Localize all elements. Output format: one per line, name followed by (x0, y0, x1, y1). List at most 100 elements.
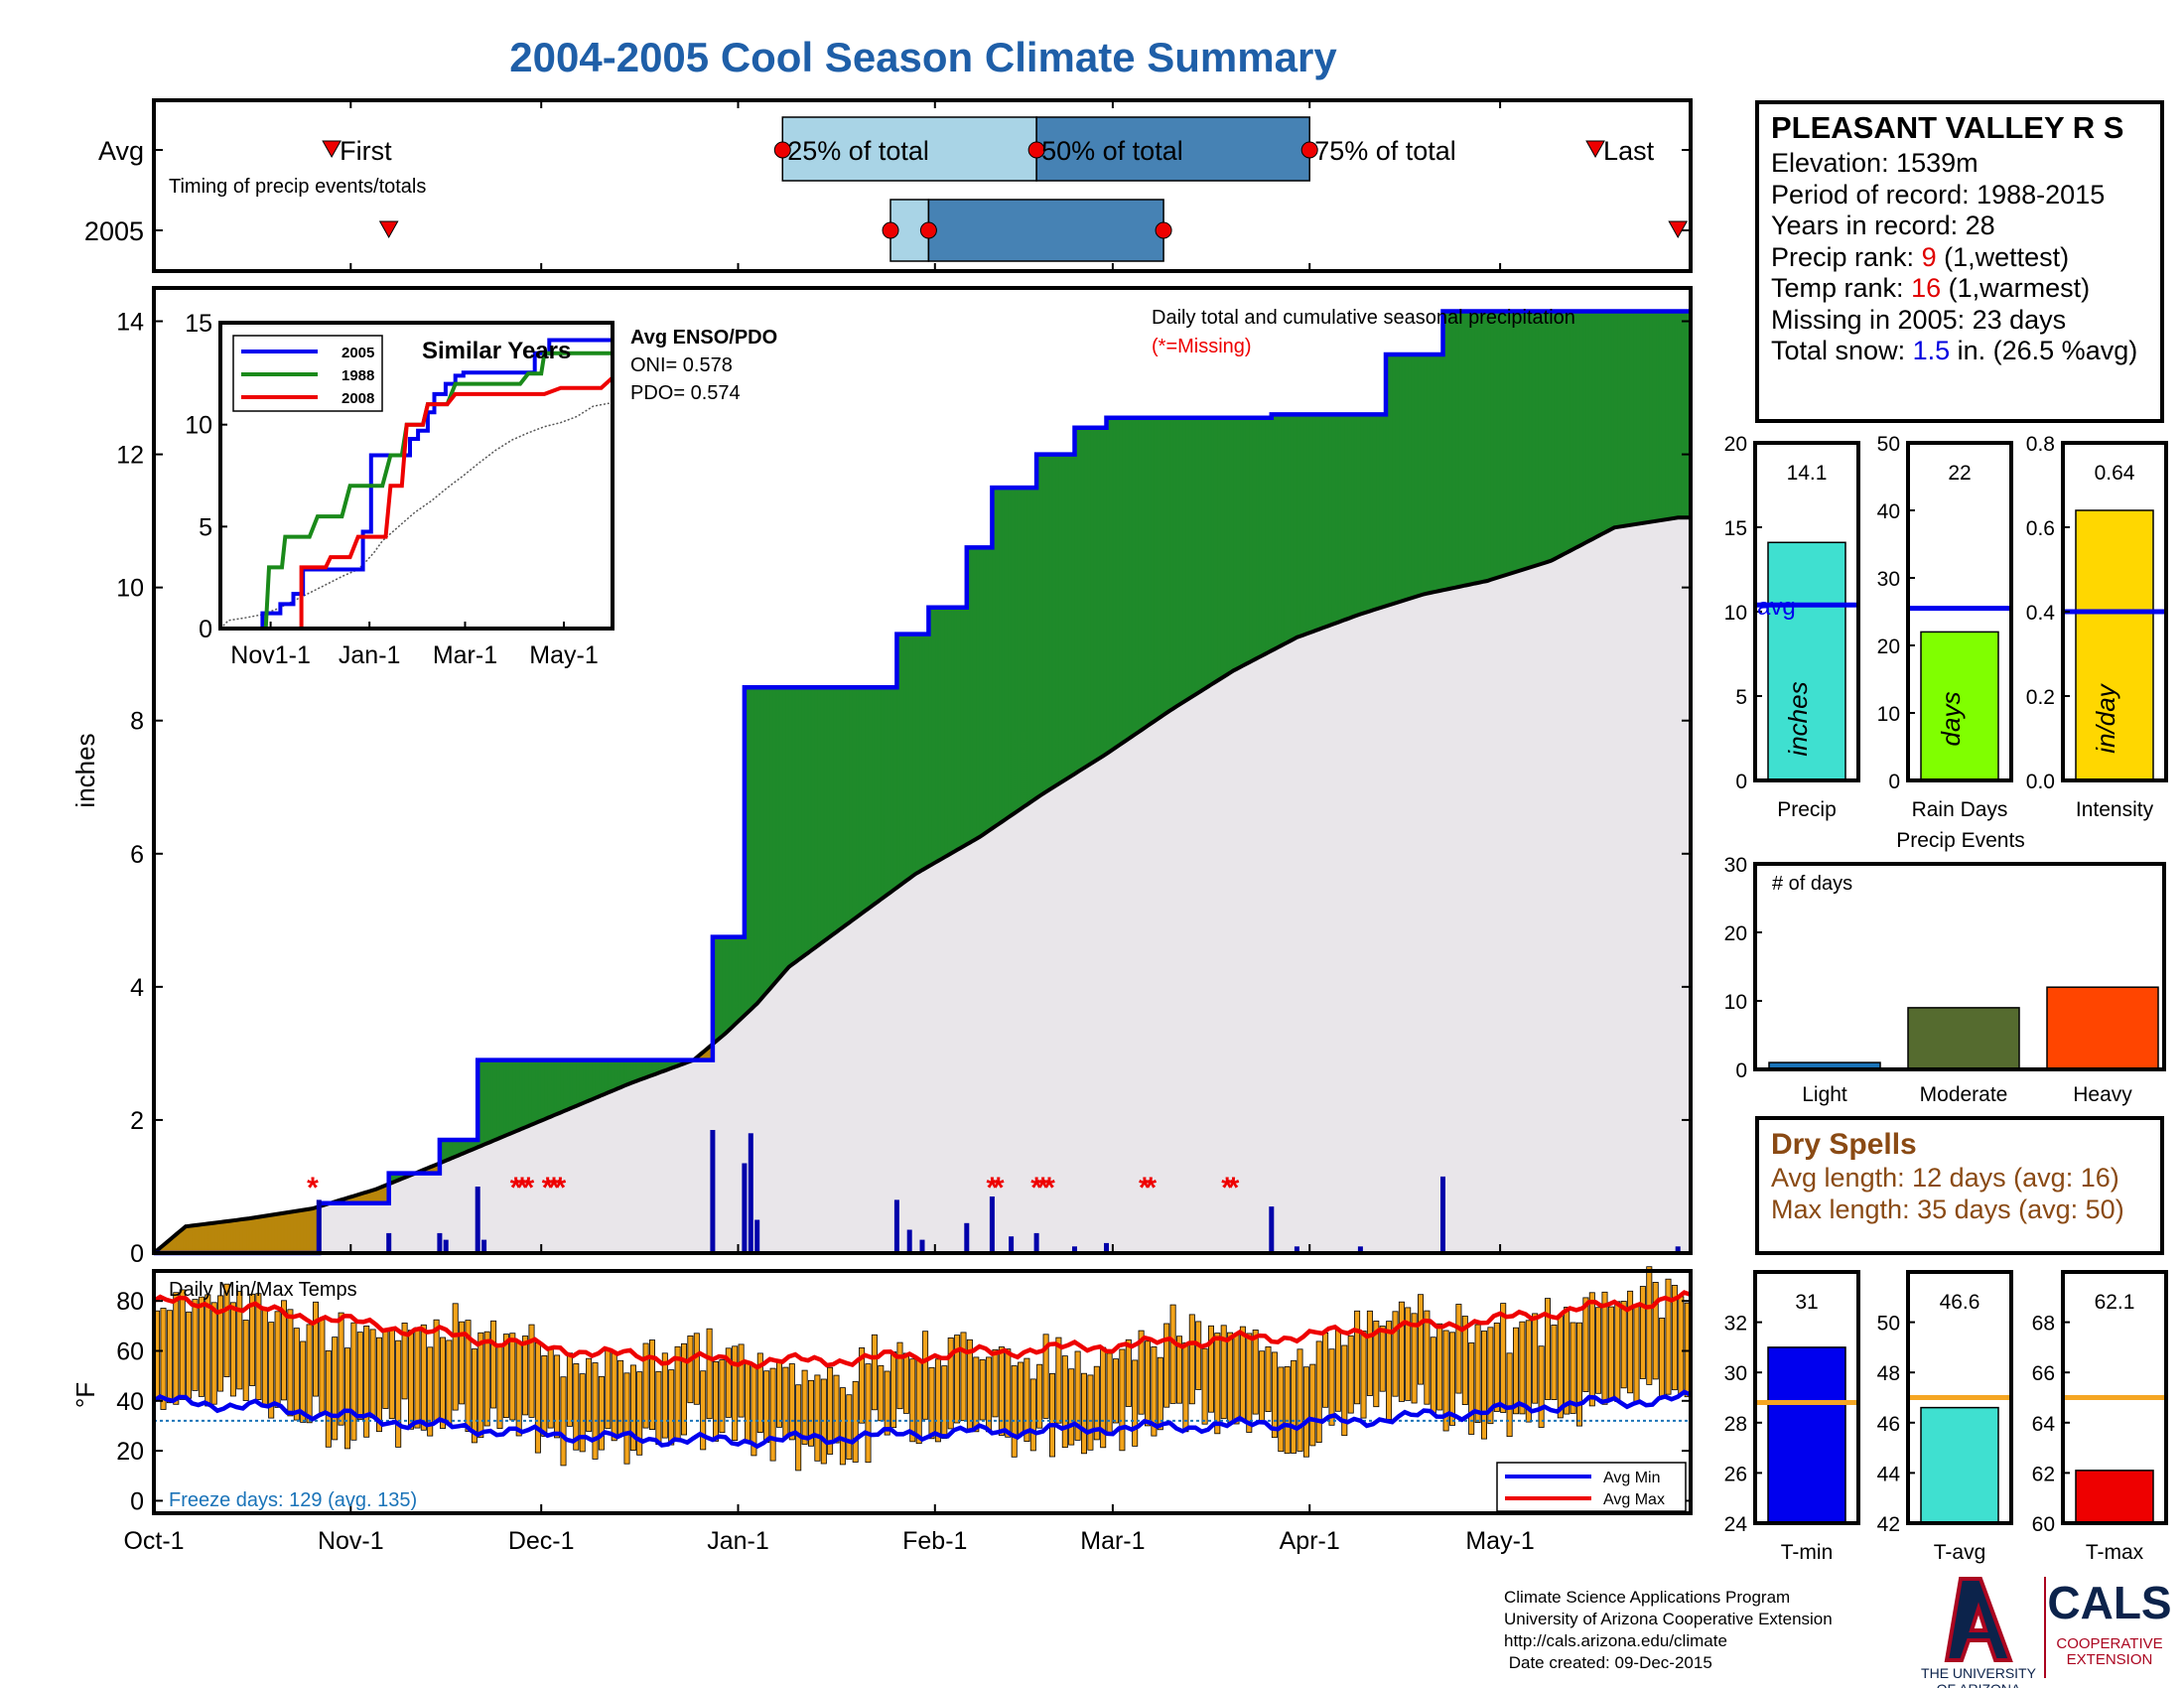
daily-temp-bar (1449, 1332, 1456, 1426)
daily-temp-bar (763, 1370, 770, 1444)
daily-temp-bar (1506, 1352, 1513, 1438)
small-y-tick-label: 15 (1724, 517, 1747, 540)
daily-temp-bar (261, 1307, 268, 1408)
avg-max-line (152, 1290, 1692, 1370)
temp-legend (1496, 1462, 1687, 1512)
daily-temp-bar (776, 1359, 783, 1428)
daily-temp-bar (592, 1362, 599, 1460)
y-tick-label: 4 (130, 974, 144, 1002)
daily-temp-bar (1455, 1304, 1462, 1394)
daily-precip-bar (1294, 1246, 1299, 1253)
daily-temp-bar (401, 1323, 408, 1400)
small-y-tick-label: 20 (1724, 433, 1747, 456)
daily-temp-bar (414, 1327, 421, 1429)
daily-temp-bar (1493, 1323, 1500, 1412)
daily-temp-bar (496, 1344, 503, 1429)
daily-temp-bar (1652, 1282, 1659, 1380)
daily-temp-bar (325, 1350, 332, 1448)
summary-category-label: Precip (1777, 798, 1837, 821)
daily-temp-bar (1309, 1363, 1316, 1447)
station-detail-line: Missing in 2005: 23 days (1771, 304, 2067, 335)
enso-oni: ONI= 0.578 (630, 354, 733, 376)
small-panel-frame (2061, 1270, 2168, 1525)
small-y-tick-label: 48 (1877, 1362, 1900, 1385)
station-detail-value: 23 days (1972, 304, 2067, 335)
daily-temp-bar (1322, 1333, 1329, 1408)
small-y-tick-label: 28 (1724, 1413, 1747, 1436)
daily-temp-bar (446, 1339, 453, 1426)
timing-panel: First 25% of total 50% of total 75% of tota… (84, 98, 1693, 273)
daily-precip-bar (754, 1219, 760, 1253)
daily-temp-bar (1061, 1355, 1068, 1449)
summary-bar (1920, 1406, 1999, 1524)
inset-x-tick-label: Mar-1 (433, 641, 497, 669)
daily-temp-bar (1595, 1307, 1602, 1394)
daily-temp-bar (629, 1364, 636, 1452)
daily-precip-bar (919, 1239, 925, 1253)
summary-unit-label: inches (1783, 681, 1813, 756)
small-y-tick-label: 64 (2032, 1413, 2056, 1436)
daily-temp-bar (293, 1328, 300, 1421)
daily-temp-bar (922, 1331, 929, 1420)
daily-temp-bar (1386, 1321, 1393, 1420)
daily-temp-bar (902, 1352, 909, 1414)
daily-temp-bar (1620, 1301, 1627, 1389)
daily-temp-bar (554, 1354, 561, 1439)
daily-temp-bar (756, 1352, 763, 1434)
x-tick-label: Apr-1 (1280, 1527, 1340, 1555)
y-tick-label: 0 (130, 1240, 144, 1268)
daily-temp-bar (1119, 1348, 1126, 1452)
small-panel-frame (1753, 1270, 1860, 1525)
daily-precip-bar (906, 1229, 912, 1253)
y-tick-label: 2 (130, 1107, 144, 1135)
small-y-tick-label: 0.2 (2026, 686, 2055, 709)
daily-temp-bar (541, 1355, 548, 1437)
daily-temp-bar (1214, 1333, 1221, 1435)
daily-temp-bar (1259, 1350, 1266, 1425)
daily-precip-bar (475, 1187, 480, 1253)
daily-temp-bar (478, 1332, 484, 1439)
daily-temp-bar (833, 1374, 840, 1444)
daily-temp-bar (1576, 1322, 1583, 1427)
small-y-tick-label: 62 (2032, 1463, 2055, 1485)
daily-temp-bar (1093, 1365, 1100, 1441)
missing-day-marker: * (523, 1172, 535, 1204)
y-axis-label: inches (70, 733, 100, 807)
daily-temp-bar (312, 1301, 319, 1397)
station-detail-value: 16 (1911, 273, 1942, 303)
daily-temp-bar (1227, 1332, 1234, 1423)
summary-value-label: 14.1 (1787, 462, 1828, 485)
inset-avg-line (219, 402, 610, 630)
daily-temp-bar (1145, 1340, 1152, 1427)
daily-temp-bar (1334, 1330, 1341, 1412)
daily-temp-bar (1545, 1298, 1552, 1400)
daily-temp-bar (871, 1334, 878, 1411)
precip-plot-frame (152, 286, 1693, 1255)
daily-temp-bar (319, 1319, 326, 1414)
daily-temp-bar (287, 1309, 294, 1417)
daily-temp-bar (1132, 1359, 1139, 1447)
avg-min-line (152, 1389, 1692, 1450)
daily-temp-bar (1011, 1365, 1018, 1458)
daily-temp-bar (865, 1363, 872, 1464)
avg-q50-q75-box (1035, 116, 1310, 182)
small-y-tick-label: 44 (1877, 1463, 1901, 1485)
small-panel-frame (1906, 441, 2013, 782)
daily-temp-bar (1233, 1334, 1240, 1425)
daily-temp-bar (1418, 1294, 1425, 1385)
daily-temp-bar (1366, 1310, 1373, 1396)
timing-frame (152, 98, 1693, 273)
timing-quantile-dot (882, 221, 899, 239)
x-tick-label: Mar-1 (1080, 1527, 1145, 1555)
timing-last-label: Last (1603, 136, 1655, 166)
daily-temp-bar (356, 1332, 363, 1421)
daily-precip-bar (437, 1232, 443, 1253)
temp-legend-label: Avg Max (1603, 1491, 1665, 1508)
daily-temp-bar (427, 1346, 434, 1437)
daily-temp-bar (896, 1341, 903, 1410)
daily-temp-bar (306, 1324, 313, 1424)
summary-value-label: 62.1 (2095, 1291, 2135, 1314)
daily-temp-bar (1302, 1366, 1309, 1458)
ua-logo-text: OF ARIZONA (1937, 1681, 2021, 1688)
daily-temp-bar (1354, 1310, 1361, 1405)
